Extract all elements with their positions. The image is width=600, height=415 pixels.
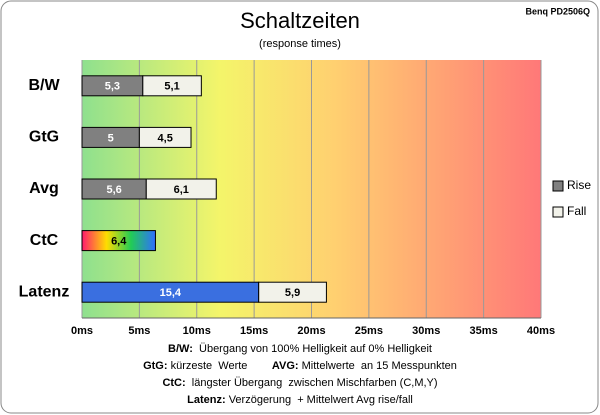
x-tick-label: 10ms bbox=[183, 325, 211, 337]
brand-label: Benq PD2506Q bbox=[525, 6, 590, 16]
bar bbox=[142, 75, 202, 97]
note-term: GtG: bbox=[143, 360, 167, 372]
x-tick-label: 40ms bbox=[527, 325, 555, 337]
category-label: Latenz bbox=[19, 283, 70, 300]
note-term: Latenz: bbox=[187, 394, 226, 406]
bar bbox=[258, 281, 327, 303]
value-label: 5,1 bbox=[164, 81, 179, 93]
value-label: 6,1 bbox=[174, 184, 189, 196]
note: GtG: kürzeste Werte AVG: Mittelwerte an … bbox=[143, 360, 457, 372]
category-label: GtG bbox=[29, 129, 59, 146]
x-tick-label: 5ms bbox=[128, 325, 150, 337]
value-label: 5,3 bbox=[105, 81, 120, 93]
bar bbox=[138, 126, 192, 148]
note-text: längster Übergang zwischen Mischfarben (… bbox=[186, 377, 438, 389]
note: Latenz: Verzögerung + Mittelwert Avg ris… bbox=[187, 394, 413, 406]
x-tick-label: 30ms bbox=[412, 325, 440, 337]
bar bbox=[145, 178, 217, 200]
note-term: AVG: bbox=[272, 360, 299, 372]
legend-label: Fall bbox=[567, 204, 586, 218]
note-text: Mittelwerte an 15 Messpunkten bbox=[299, 360, 457, 372]
note-text: Verzögerung + Mittelwert Avg rise/fall bbox=[226, 394, 413, 406]
value-label: 4,5 bbox=[158, 132, 173, 144]
x-tick-label: 25ms bbox=[355, 325, 383, 337]
note: CtC: längster Übergang zwischen Mischfar… bbox=[162, 377, 437, 389]
value-label: 5,9 bbox=[285, 287, 300, 299]
note-text: kürzeste Werte bbox=[168, 360, 272, 372]
note-text: Übergang von 100% Helligkeit auf 0% Hell… bbox=[193, 343, 432, 355]
bar bbox=[81, 230, 156, 252]
value-label: 15,4 bbox=[160, 287, 182, 299]
category-label: CtC bbox=[30, 232, 59, 249]
x-tick-label: 0ms bbox=[71, 325, 93, 337]
x-tick-label: 20ms bbox=[297, 325, 325, 337]
value-label: 6,4 bbox=[111, 236, 127, 248]
category-label: B/W bbox=[28, 77, 60, 94]
value-label: 5,6 bbox=[106, 184, 121, 196]
note: B/W: Übergang von 100% Helligkeit auf 0%… bbox=[168, 343, 432, 355]
value-label: 5 bbox=[108, 132, 114, 144]
chart-subtitle: (response times) bbox=[259, 38, 341, 50]
legend-swatch bbox=[552, 206, 564, 218]
x-tick-label: 15ms bbox=[240, 325, 268, 337]
note-term: CtC: bbox=[162, 377, 185, 389]
legend-label: Rise bbox=[567, 178, 591, 192]
chart-title: Schaltzeiten bbox=[240, 8, 360, 33]
category-label: Avg bbox=[29, 180, 59, 197]
legend-swatch bbox=[552, 180, 564, 192]
note-term: B/W: bbox=[168, 343, 193, 355]
x-tick-label: 35ms bbox=[470, 325, 498, 337]
